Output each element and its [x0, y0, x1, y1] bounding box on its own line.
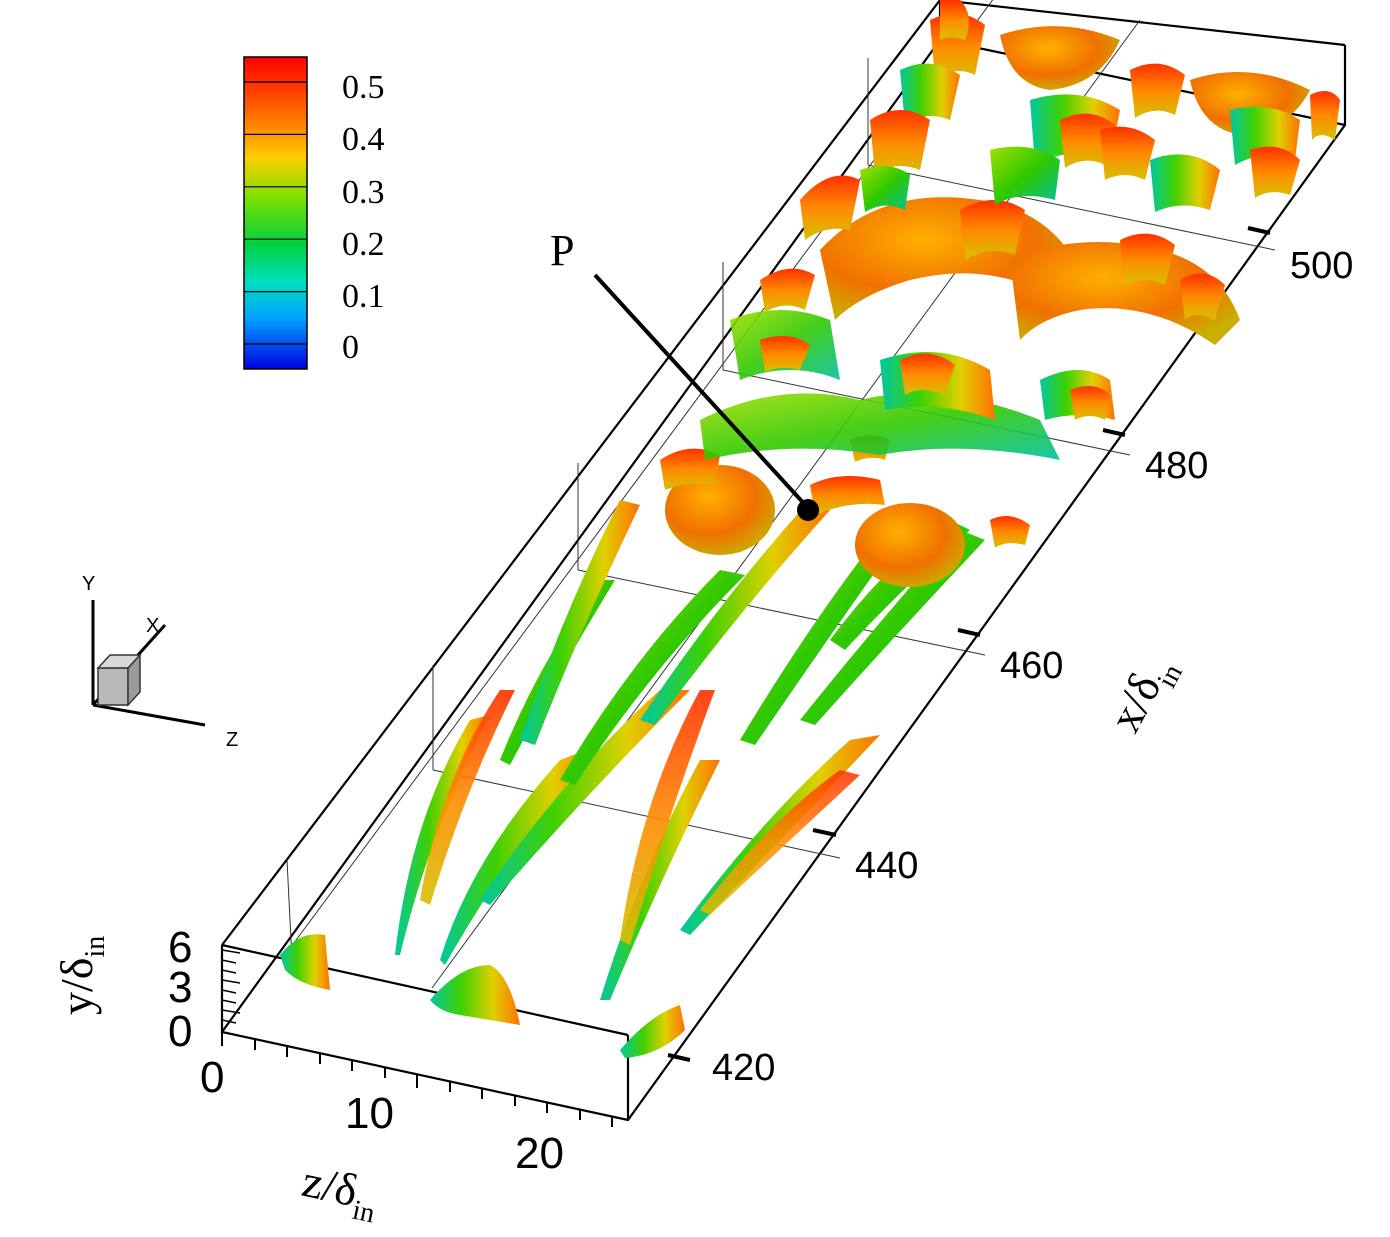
- annotation-p: P: [550, 226, 819, 521]
- z-axis-label: z/δin: [296, 1155, 383, 1230]
- x-tick-480: 480: [1145, 445, 1208, 487]
- annotation-label: P: [550, 226, 574, 275]
- y-axis-label: y/δin: [51, 936, 111, 1015]
- colorbar-label-5: 0: [342, 329, 359, 366]
- colorbar-label-3: 0.2: [342, 226, 385, 263]
- colorbar: 0.5 0.4 0.3 0.2 0.1 0: [243, 56, 385, 370]
- z-axis: 0 10 20 z/δin: [200, 1032, 613, 1230]
- y-axis: 6 3 0 y/δin: [51, 923, 241, 1056]
- colorbar-label-1: 0.4: [342, 121, 385, 158]
- x-axis: 420 440 460 480 500 x/δin: [667, 226, 1353, 1089]
- triad-cube: [96, 653, 142, 707]
- z-tick-20: 20: [515, 1129, 564, 1178]
- colorbar-label-0: 0.5: [342, 69, 385, 106]
- y-tick-6: 6: [168, 923, 192, 972]
- y-tick-0: 0: [168, 1007, 192, 1056]
- x-tick-460: 460: [1000, 645, 1063, 687]
- x-axis-label: x/δin: [1099, 646, 1189, 744]
- triad-y-label: Y: [82, 573, 95, 595]
- y-tick-3: 3: [168, 963, 192, 1012]
- triad-z-label: Z: [226, 729, 238, 751]
- orientation-triad: Y X Z: [82, 573, 238, 751]
- colorbar-label-2: 0.3: [342, 174, 385, 211]
- x-tick-440: 440: [855, 845, 918, 887]
- vortex-structures: [280, 0, 1340, 1058]
- x-tick-420: 420: [712, 1047, 775, 1089]
- x-tick-500: 500: [1290, 245, 1353, 287]
- annotation-marker: [797, 499, 819, 521]
- triad-x-label: X: [146, 615, 159, 637]
- z-tick-10: 10: [345, 1089, 394, 1138]
- z-tick-0: 0: [200, 1053, 224, 1102]
- colorbar-gradient: [244, 57, 307, 369]
- colorbar-label-4: 0.1: [342, 278, 385, 315]
